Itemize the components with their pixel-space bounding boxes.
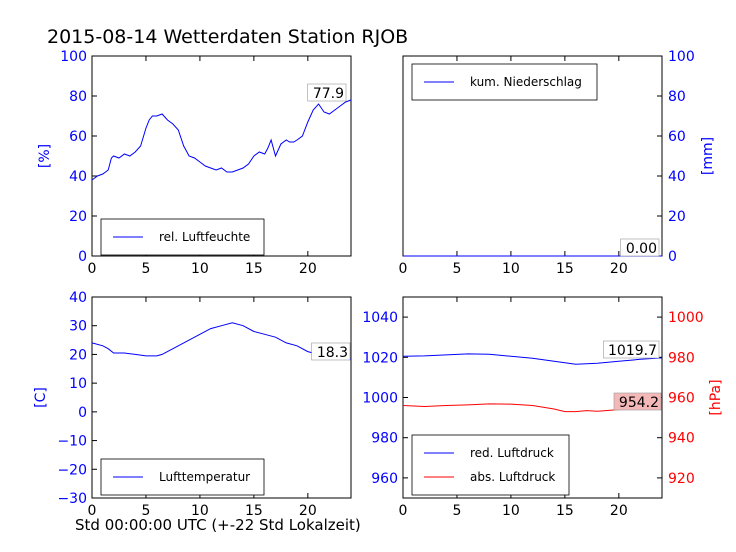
temperature-value-label: 18.3 [317,345,348,361]
precipitation-y-tick-label: 0 [668,249,677,265]
temperature-x-tick-label: 20 [299,503,317,519]
humidity-x-tick-label: 15 [245,261,263,277]
humidity-x-tick-label: 0 [88,261,97,277]
humidity-y-tick-label: 40 [69,169,87,185]
pressure-series-line [402,403,663,413]
precipitation-x-tick-label: 10 [502,261,520,277]
pressure-value-label: 1019.7 [608,343,657,359]
pressure-x-tick-label: 0 [399,503,408,519]
precipitation-y-tick-label: 100 [668,49,695,65]
temperature-x-tick-label: 10 [191,503,209,519]
humidity-x-tick-label: 5 [141,261,150,277]
pressure-legend-label: abs. Luftdruck [470,470,555,484]
humidity-plot-frame [91,55,352,257]
pressure-series-line [402,353,663,365]
pressure-y-tick-label: 960 [371,471,398,487]
humidity-x-tick-label: 10 [191,261,209,277]
pressure-value-box [603,340,660,359]
humidity-value-label: 77.9 [313,86,344,102]
pressure-x-tick-label: 5 [452,503,461,519]
pressure-legend-label: red. Luftdruck [470,446,554,460]
temperature-y-tick-label: 0 [78,405,87,421]
humidity-legend-label: rel. Luftfeuchte [159,230,250,244]
precipitation-y-tick-label: 20 [668,209,686,225]
precipitation-y-tick-label: 80 [668,89,686,105]
precipitation-x-tick-label: 20 [610,261,628,277]
humidity-y-tick-label: 60 [69,129,87,145]
pressure-y-tick-label: 1040 [362,310,398,326]
pressure-y-tick-label: 960 [668,391,695,407]
pressure-y-tick-label: 980 [371,431,398,447]
pressure-x-tick-label: 15 [556,503,574,519]
humidity-y-tick-label: 20 [69,209,87,225]
temperature-y-tick-label: 40 [69,290,87,306]
temperature-value-box [311,342,351,361]
pressure-y-tick-label: 1020 [362,350,398,366]
pressure-y-tick-label: 1000 [362,391,398,407]
pressure-legend [411,434,570,496]
precipitation-x-tick-label: 15 [556,261,574,277]
temperature-legend-label: Lufttemperatur [159,470,250,484]
temperature-y-tick-label: 20 [69,347,87,363]
pressure-y-axis-label: [hPa] [708,379,724,415]
temperature-y-tick-label: −30 [57,491,87,507]
precipitation-x-tick-label: 5 [452,261,461,277]
temperature-y-axis-label: [C] [33,387,49,408]
pressure-y-tick-label: 920 [668,471,695,487]
pressure-y-tick-label: 940 [668,431,695,447]
temperature-y-tick-label: −20 [57,462,87,478]
humidity-y-axis-label: [%] [37,144,53,168]
pressure-value-label: 954.2 [619,395,659,411]
x-axis-label: Std 00:00:00 UTC (+-22 Std Lokalzeit) [75,516,361,534]
pressure-y-tick-label: 980 [668,350,695,366]
humidity-x-tick-label: 20 [299,261,317,277]
temperature-y-tick-label: 30 [69,319,87,335]
temperature-series-line [91,322,352,360]
temperature-x-tick-label: 5 [141,503,150,519]
humidity-series-line [91,99,352,181]
precipitation-x-tick-label: 0 [399,261,408,277]
humidity-value-box [307,83,347,102]
pressure-x-tick-label: 20 [610,503,628,519]
figure-title: 2015-08-14 Wetterdaten Station RJOB [47,26,409,48]
temperature-x-tick-label: 15 [245,503,263,519]
precipitation-value-label: 0.00 [626,241,657,257]
precipitation-legend-label: kum. Niederschlag [470,75,582,89]
humidity-y-tick-label: 80 [69,89,87,105]
humidity-y-tick-label: 100 [60,49,87,65]
pressure-x-tick-label: 10 [502,503,520,519]
precipitation-y-axis-label: [mm] [700,137,716,175]
pressure-y-tick-label: 1000 [668,310,704,326]
precipitation-y-tick-label: 60 [668,129,686,145]
temperature-plot-frame [91,296,352,499]
temperature-y-tick-label: 10 [69,376,87,392]
precipitation-y-tick-label: 40 [668,169,686,185]
precipitation-value-box [620,238,660,257]
temperature-x-tick-label: 0 [88,503,97,519]
humidity-y-tick-label: 0 [78,249,87,265]
temperature-y-tick-label: −10 [57,434,87,450]
pressure-value-box [613,392,662,411]
